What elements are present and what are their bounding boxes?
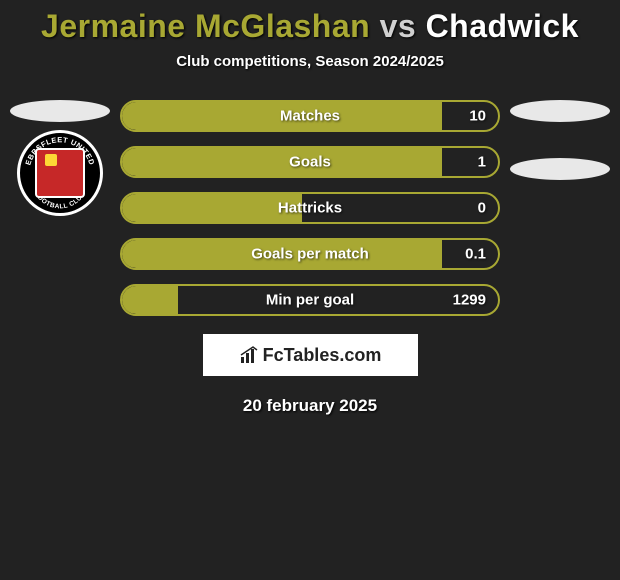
bar-label: Goals [289, 154, 331, 171]
comparison-card: Jermaine McGlashan vs Chadwick Club comp… [0, 0, 620, 416]
bar-fill [122, 286, 178, 314]
bar-value: 10 [469, 108, 486, 125]
player2-placeholder [510, 100, 610, 122]
bar-fill [122, 194, 302, 222]
right-column [510, 100, 610, 180]
bar-label: Min per goal [266, 292, 354, 309]
bar-label: Goals per match [251, 246, 369, 263]
player1-placeholder [10, 100, 110, 122]
main-row: EBBSFLEET UNITED FOOTBALL CLUB Matches 1… [0, 100, 620, 316]
player1-name: Jermaine McGlashan [41, 8, 370, 44]
badge-inner-shield [35, 148, 85, 198]
player2-name: Chadwick [426, 8, 579, 44]
stat-bar-matches: Matches 10 [120, 100, 500, 132]
stat-bar-hattricks: Hattricks 0 [120, 192, 500, 224]
bar-label: Matches [280, 108, 340, 125]
subtitle: Club competitions, Season 2024/2025 [0, 53, 620, 70]
bar-label: Hattricks [278, 200, 342, 217]
club-badge-icon: EBBSFLEET UNITED FOOTBALL CLUB [17, 130, 103, 216]
chart-icon [239, 345, 259, 365]
stat-bar-goals-per-match: Goals per match 0.1 [120, 238, 500, 270]
page-title: Jermaine McGlashan vs Chadwick [0, 8, 620, 45]
brand-text: FcTables.com [263, 345, 382, 366]
bar-value: 0.1 [465, 246, 486, 263]
left-column: EBBSFLEET UNITED FOOTBALL CLUB [10, 100, 110, 216]
stat-bar-min-per-goal: Min per goal 1299 [120, 284, 500, 316]
footer-date: 20 february 2025 [0, 396, 620, 416]
bar-value: 0 [478, 200, 486, 217]
bar-value: 1299 [453, 292, 486, 309]
player2-club-placeholder [510, 158, 610, 180]
bar-fill [122, 148, 442, 176]
brand-box: FcTables.com [203, 334, 418, 376]
bar-value: 1 [478, 154, 486, 171]
vs-label: vs [380, 8, 417, 44]
stat-bar-goals: Goals 1 [120, 146, 500, 178]
stat-bars: Matches 10 Goals 1 Hattricks 0 Goals per… [110, 100, 510, 316]
